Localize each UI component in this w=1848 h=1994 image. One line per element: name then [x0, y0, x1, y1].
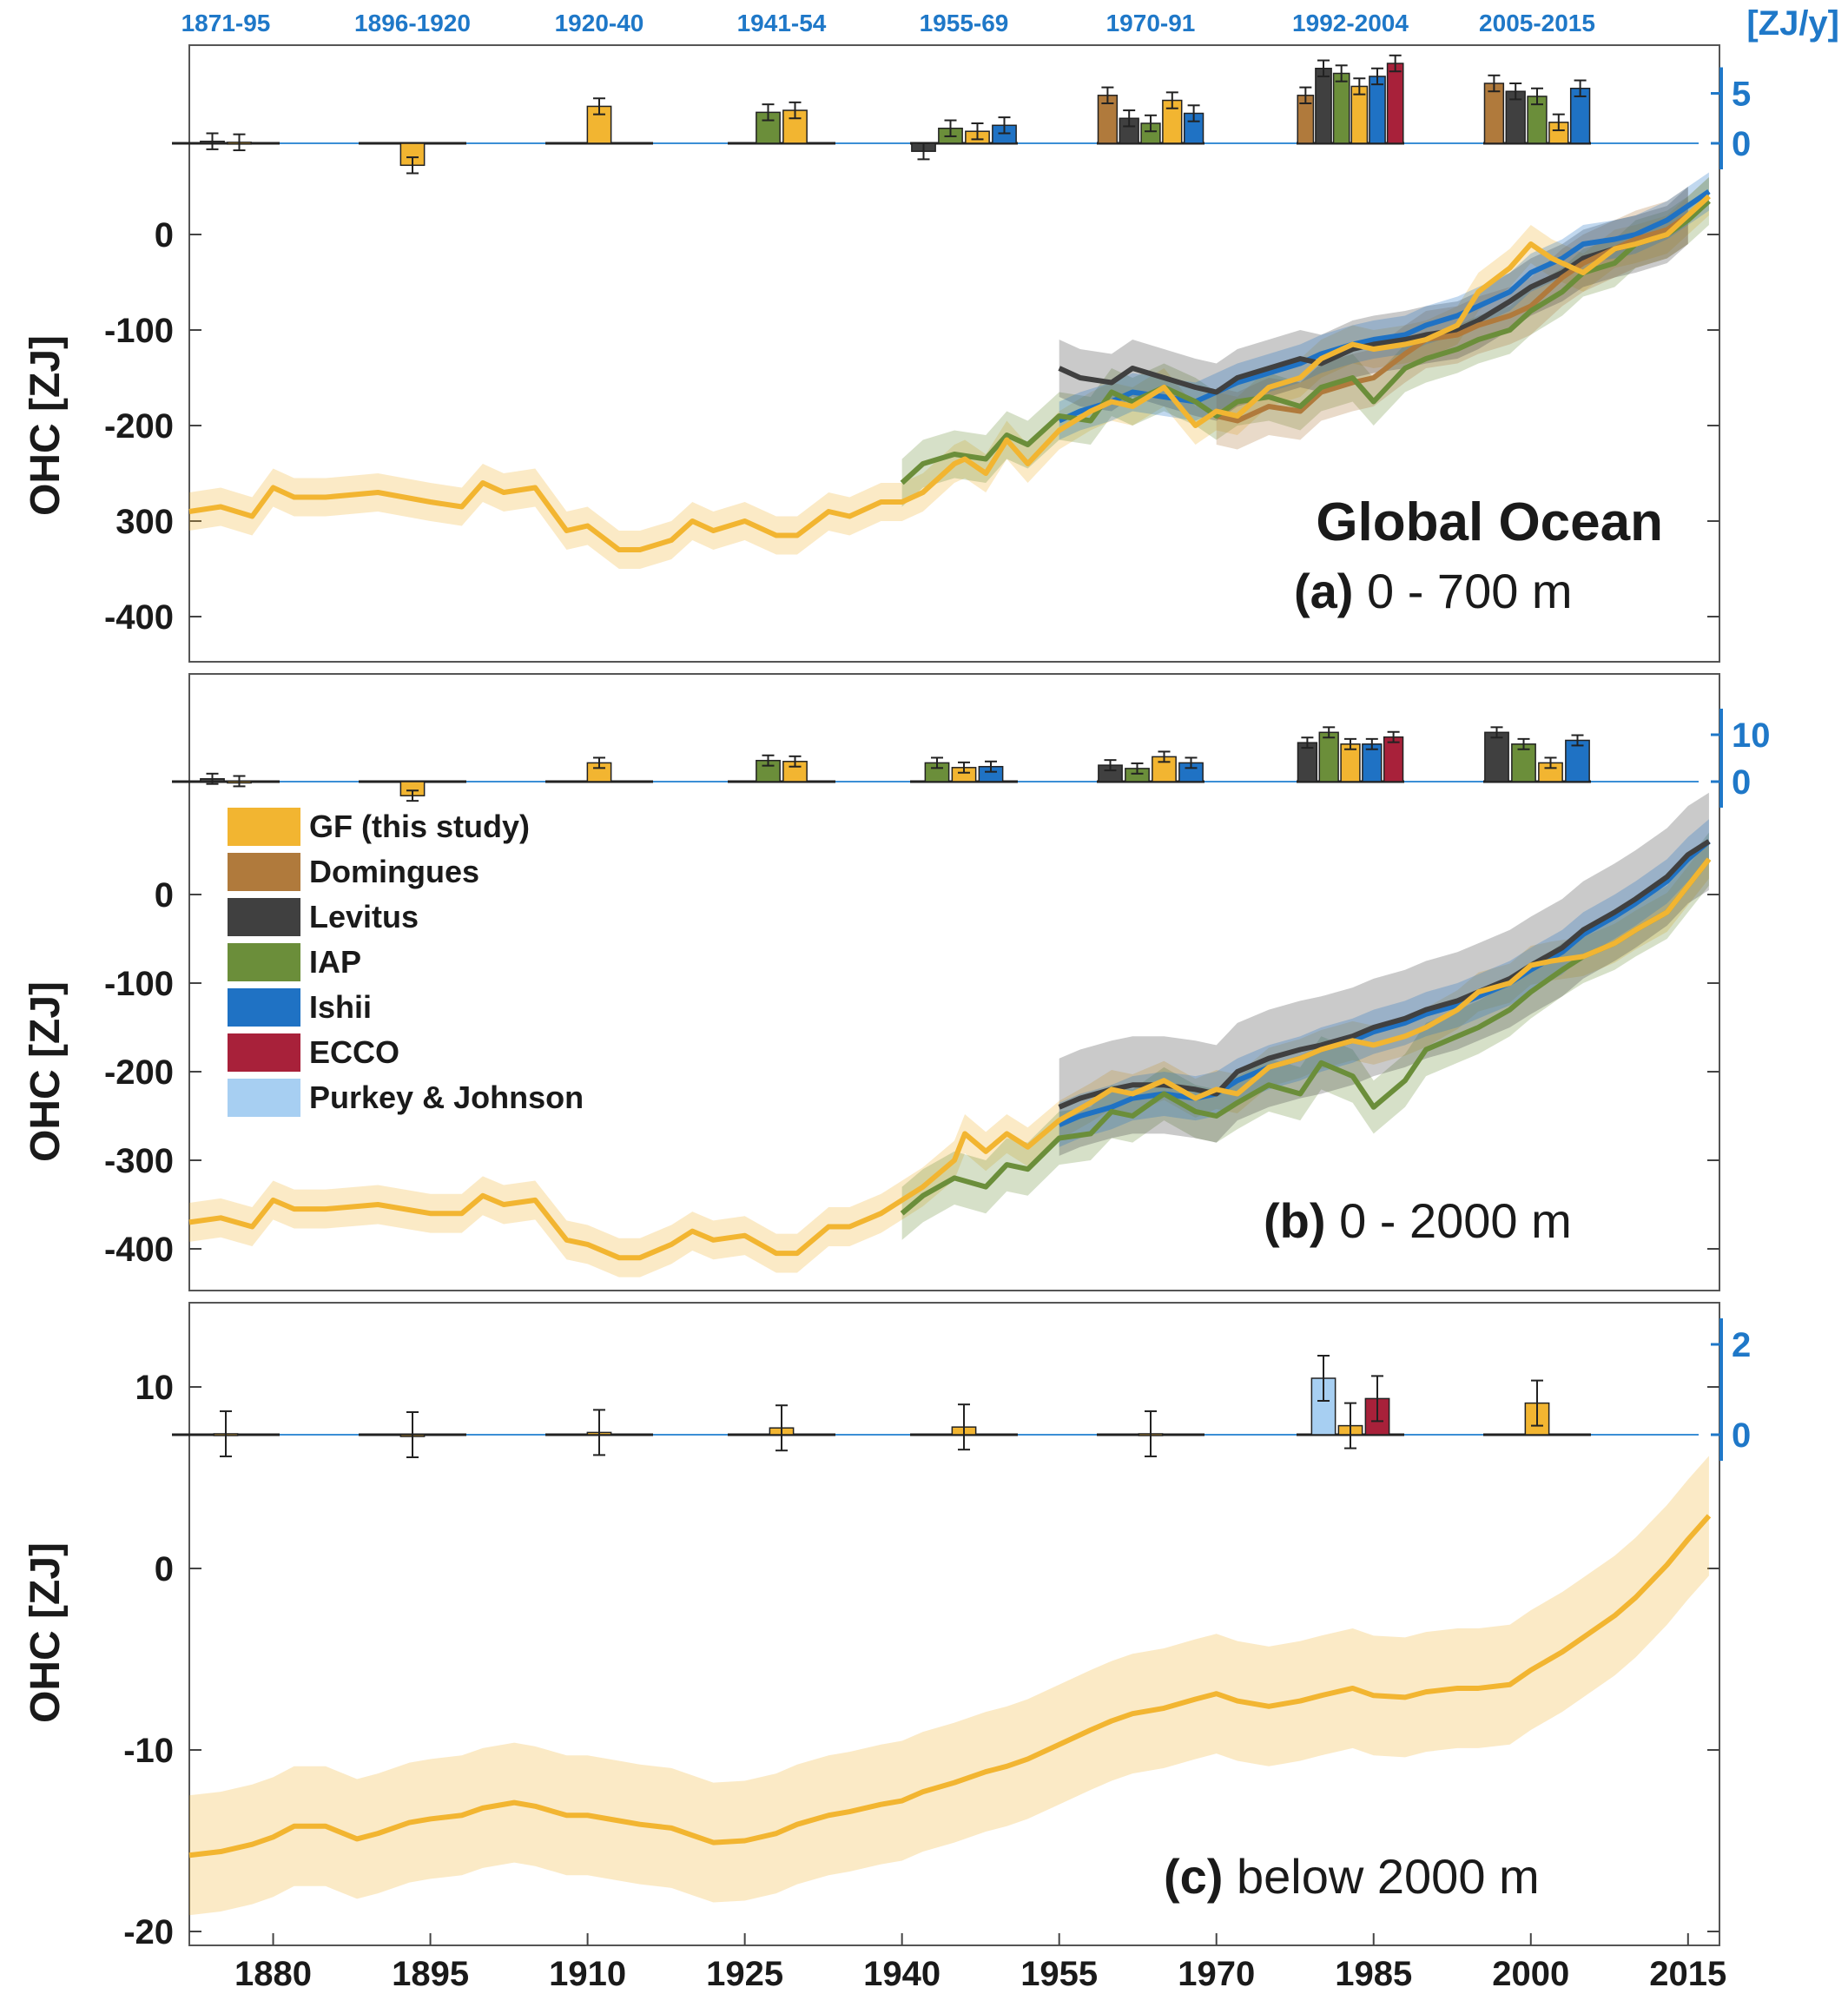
- legend-entry: ECCO: [309, 1034, 399, 1070]
- y-axis-label: OHC [ZJ]: [23, 981, 69, 1162]
- legend-swatch: [228, 853, 300, 891]
- legend: GF (this study) Domingues Levitus IAP Ishii E…: [228, 808, 584, 1117]
- inset-bar-levitus: [1484, 731, 1509, 782]
- inset-bar-ishii: [1369, 76, 1386, 144]
- legend-entry: Purkey & Johnson: [309, 1080, 584, 1115]
- series-line-gf-this-study-: [188, 1514, 1712, 1859]
- y-tick-label: -200: [104, 1053, 174, 1092]
- inset-bar-ishii: [1565, 739, 1590, 782]
- inset-tick-label: 0: [1732, 763, 1751, 802]
- series-line-iap: [900, 199, 1711, 485]
- inset-tick-label: 0: [1732, 1416, 1751, 1455]
- y-tick-label: -100: [104, 965, 174, 1003]
- legend-swatch: [228, 1033, 300, 1072]
- x-tick-label: 1880: [234, 1955, 312, 1993]
- legend-swatch: [228, 988, 300, 1027]
- series-line-gf-this-study-: [188, 857, 1712, 1261]
- period-label: 1920-40: [555, 10, 644, 36]
- legend-entry: Domingues: [309, 854, 479, 889]
- legend-entry: Ishii: [309, 989, 372, 1025]
- x-tick-label: 1895: [392, 1955, 469, 1993]
- y-tick-label: -20: [123, 1913, 174, 1951]
- uncertainty-band-iap: [901, 832, 1709, 1240]
- inset-bar-iap: [1318, 731, 1339, 782]
- period-label: 1871-95: [182, 10, 271, 36]
- legend-swatch: [228, 943, 300, 981]
- panel-letter: (a): [1294, 564, 1353, 618]
- uncertainty-band-levitus: [1059, 792, 1709, 1156]
- inset-tick-label: 0: [1732, 125, 1751, 163]
- x-tick-label: 1940: [863, 1955, 940, 1993]
- y-tick-label: 300: [116, 503, 174, 541]
- panel-letter: (b): [1264, 1193, 1326, 1248]
- y-axis-label: OHC [ZJ]: [23, 1542, 69, 1723]
- panel-frame: [188, 44, 1720, 663]
- panel-label: (a) 0 - 700 m: [1294, 564, 1573, 618]
- y-tick-label: -10: [123, 1732, 174, 1770]
- legend-entry: GF (this study): [309, 809, 530, 844]
- figure-title: Global Ocean: [1316, 492, 1663, 552]
- y-tick-label: 0: [155, 216, 174, 254]
- legend-swatch: [228, 808, 300, 846]
- rate-unit-label: [ZJ/y]: [1746, 4, 1839, 43]
- uncertainty-band-iap: [901, 177, 1709, 507]
- y-tick-label: -400: [104, 1231, 174, 1269]
- series-line-gf-this-study-: [188, 194, 1711, 552]
- legend-swatch: [228, 1079, 300, 1117]
- y-tick-label: 0: [155, 1550, 174, 1588]
- period-label: 2005-2015: [1479, 10, 1595, 36]
- panel-depth-text: below 2000 m: [1223, 1849, 1539, 1904]
- panel-depth-text: 0 - 700 m: [1353, 564, 1572, 618]
- x-tick-label: 1955: [1020, 1955, 1098, 1993]
- inset-bar-iap: [1332, 72, 1350, 144]
- x-tick-label: 1925: [706, 1955, 783, 1993]
- inset-bar-ecco: [1386, 63, 1404, 144]
- y-tick-label: -400: [104, 598, 174, 637]
- inset-bar-levitus: [1315, 68, 1332, 144]
- x-tick-label: 1985: [1335, 1955, 1412, 1993]
- y-tick-label: 0: [155, 876, 174, 914]
- panel-depth-text: 0 - 2000 m: [1326, 1193, 1572, 1248]
- panel-a: -400 300 -200 -100 0 OHC [ZJ] 0 5 (a) 0 - 700 m: [23, 44, 1751, 663]
- legend-entry: IAP: [309, 944, 361, 980]
- inset-tick-label: 2: [1732, 1326, 1751, 1364]
- period-label: 1896-1920: [354, 10, 471, 36]
- inset-tick-label: 10: [1732, 716, 1771, 755]
- period-label: 1970-91: [1106, 10, 1196, 36]
- y-tick-label: -200: [104, 407, 174, 446]
- legend-swatch: [228, 898, 300, 936]
- series-line-levitus: [1058, 213, 1690, 395]
- x-tick-label: 1910: [549, 1955, 626, 1993]
- period-label: 1992-2004: [1292, 10, 1409, 36]
- inset-bar-domingues: [1483, 83, 1505, 144]
- y-tick-label: -300: [104, 1142, 174, 1180]
- y-axis-label: OHC [ZJ]: [23, 335, 69, 516]
- x-tick-label: 2000: [1492, 1955, 1569, 1993]
- legend-entry: Levitus: [309, 899, 419, 934]
- uncertainty-band-ishii: [1059, 172, 1709, 440]
- panel-label: (c) below 2000 m: [1164, 1849, 1540, 1904]
- uncertainty-band-gf-this-study-: [189, 1456, 1709, 1916]
- period-label: 1941-54: [737, 10, 827, 36]
- panel-letter: (c): [1164, 1849, 1223, 1904]
- panel-label: (b) 0 - 2000 m: [1264, 1193, 1572, 1248]
- y-tick-label: 10: [135, 1369, 175, 1407]
- x-tick-label: 1970: [1178, 1955, 1255, 1993]
- y-tick-label: -100: [104, 312, 174, 350]
- period-label: 1955-69: [920, 10, 1009, 36]
- inset-bar-iap: [1511, 743, 1536, 782]
- panel-b: -400 -300 -200 -100 0 OHC [ZJ] 0 10 (b) 0 - 2000…: [23, 673, 1771, 1291]
- inset-bar-ecco: [1383, 736, 1404, 782]
- x-tick-label: 2015: [1649, 1955, 1726, 1993]
- panel-c: -20 -10 0 10 OHC [ZJ] 0 2 (c) below 2000 m: [23, 1302, 1751, 1951]
- panel-frame: [188, 1302, 1720, 1946]
- inset-tick-label: 5: [1732, 76, 1751, 114]
